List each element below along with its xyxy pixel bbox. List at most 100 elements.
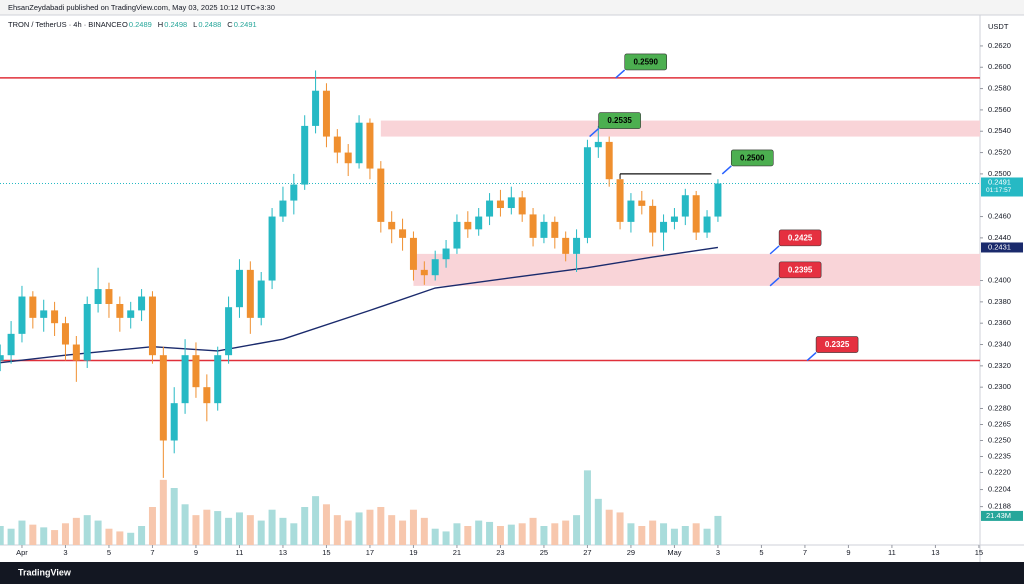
annotation-label: 0.2500 bbox=[740, 154, 765, 163]
candle-body bbox=[388, 221, 396, 230]
volume-bar bbox=[355, 512, 363, 545]
candle-body bbox=[714, 183, 722, 217]
volume-bar bbox=[627, 523, 635, 545]
x-tick-label: May bbox=[667, 548, 681, 557]
y-tick-label: 0.2265 bbox=[988, 419, 1011, 428]
candle-body bbox=[649, 205, 657, 233]
volume-bar bbox=[649, 520, 657, 545]
candle-body bbox=[605, 141, 613, 180]
x-tick-label: 15 bbox=[975, 548, 983, 557]
x-tick-label: 17 bbox=[366, 548, 374, 557]
ma-price-label: 0.2431 bbox=[988, 242, 1011, 251]
annotation-arrow bbox=[769, 277, 780, 287]
candle-body bbox=[61, 323, 69, 345]
volume-bar bbox=[605, 509, 613, 545]
x-tick-label: 23 bbox=[496, 548, 504, 557]
volume-bar bbox=[507, 524, 515, 545]
candle-body bbox=[540, 221, 548, 238]
volume-bar bbox=[475, 520, 483, 545]
top-bar bbox=[0, 0, 1024, 15]
candle-body bbox=[105, 289, 113, 304]
last-price-label: 0.2491 bbox=[988, 177, 1011, 186]
candle-body bbox=[72, 344, 80, 361]
volume-bar bbox=[51, 530, 59, 545]
candle-body bbox=[692, 195, 700, 233]
legend-key: C bbox=[227, 20, 233, 29]
volume-bar bbox=[399, 520, 407, 545]
volume-bar bbox=[192, 515, 200, 545]
y-tick-label: 0.2540 bbox=[988, 126, 1011, 135]
volume-bar bbox=[116, 531, 124, 545]
candle-body bbox=[670, 216, 678, 222]
volume-bar bbox=[72, 517, 80, 545]
x-tick-label: 5 bbox=[759, 548, 763, 557]
annotation-label: 0.2395 bbox=[788, 265, 813, 274]
x-tick-label: 29 bbox=[627, 548, 635, 557]
price-zone bbox=[413, 253, 980, 286]
volume-bar bbox=[0, 526, 4, 545]
x-tick-label: 27 bbox=[583, 548, 591, 557]
volume-bar bbox=[562, 520, 570, 545]
candle-body bbox=[442, 248, 450, 260]
volume-bar bbox=[279, 517, 287, 545]
legend-key: H bbox=[158, 20, 163, 29]
candle-body bbox=[562, 237, 570, 254]
candle-body bbox=[496, 200, 504, 209]
y-tick-label: 0.2340 bbox=[988, 340, 1011, 349]
x-tick-label: 5 bbox=[107, 548, 111, 557]
volume-bar bbox=[616, 512, 624, 545]
volume-bar bbox=[431, 528, 439, 545]
volume-bar bbox=[29, 524, 37, 545]
candle-body bbox=[159, 355, 167, 441]
volume-bar bbox=[703, 528, 711, 545]
candle-body bbox=[431, 259, 439, 276]
volume-bar bbox=[670, 528, 678, 545]
volume-bar bbox=[388, 515, 396, 545]
volume-bar bbox=[366, 509, 374, 545]
candle-body bbox=[703, 216, 711, 233]
candle-body bbox=[279, 200, 287, 217]
candle-body bbox=[192, 355, 200, 388]
annotation-arrow bbox=[806, 351, 817, 362]
candle-body bbox=[214, 355, 222, 404]
annotation-label: 0.2425 bbox=[788, 233, 813, 242]
candle-body bbox=[475, 216, 483, 230]
candle-body bbox=[573, 237, 581, 254]
volume-bar bbox=[573, 515, 581, 545]
volume-bar bbox=[18, 520, 26, 545]
candle-body bbox=[529, 214, 537, 238]
y-tick-label: 0.2460 bbox=[988, 212, 1011, 221]
volume-bar bbox=[7, 528, 15, 545]
candle-body bbox=[420, 269, 428, 276]
axis-unit: USDT bbox=[988, 22, 1009, 31]
candle-body bbox=[638, 200, 646, 206]
candle-body bbox=[627, 200, 635, 222]
x-tick-label: 9 bbox=[194, 548, 198, 557]
y-tick-label: 0.2400 bbox=[988, 276, 1011, 285]
volume-bar bbox=[83, 515, 91, 545]
volume-last-box bbox=[981, 510, 1023, 521]
candle-body bbox=[181, 355, 189, 404]
volume-bar bbox=[203, 509, 211, 545]
candle-body bbox=[507, 197, 515, 209]
volume-bar bbox=[290, 523, 298, 545]
publisher-line: EhsanZeydabadi published on TradingView.… bbox=[8, 3, 275, 12]
candle-body bbox=[355, 122, 363, 164]
candle-body bbox=[366, 122, 374, 169]
candle-body bbox=[268, 216, 276, 281]
candle-body bbox=[594, 141, 602, 148]
candle-body bbox=[322, 90, 330, 137]
legend-key: L bbox=[193, 20, 197, 29]
candle-body bbox=[7, 333, 15, 356]
y-tick-label: 0.2620 bbox=[988, 41, 1011, 50]
volume-bar bbox=[496, 526, 504, 545]
x-tick-label: 21 bbox=[453, 548, 461, 557]
candle-body bbox=[486, 200, 494, 217]
candle-body bbox=[225, 307, 233, 356]
annotation-label: 0.2590 bbox=[633, 58, 658, 67]
volume-bar bbox=[529, 517, 537, 545]
x-tick-label: Apr bbox=[16, 548, 28, 557]
y-tick-label: 0.2300 bbox=[988, 382, 1011, 391]
volume-bar bbox=[540, 526, 548, 545]
volume-bar bbox=[257, 520, 265, 545]
